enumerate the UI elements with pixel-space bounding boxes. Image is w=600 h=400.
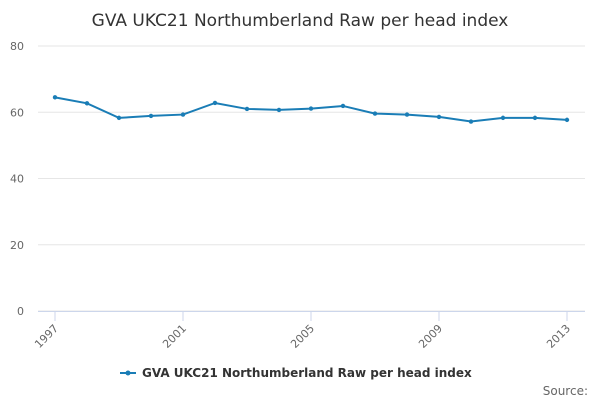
point <box>532 115 538 121</box>
point <box>244 106 250 112</box>
point <box>84 101 90 106</box>
point <box>500 115 506 121</box>
point <box>404 112 410 117</box>
source: Source: <box>543 384 588 398</box>
x-tick-label: 1997 <box>32 322 61 351</box>
point <box>372 111 378 116</box>
x-tick-label: 2013 <box>544 322 573 351</box>
point <box>212 100 218 106</box>
point <box>340 103 346 109</box>
point <box>564 117 570 123</box>
x-tick-label: 2001 <box>160 322 189 351</box>
point <box>276 107 282 113</box>
y-tick-label: 60 <box>10 106 24 119</box>
point <box>308 106 314 111</box>
point <box>116 115 122 121</box>
y-tick-label: 80 <box>10 40 24 53</box>
legend-label: GVA UKC21 Northumberland Raw per head in… <box>142 366 472 380</box>
point <box>436 114 442 120</box>
x-tick-label: 2005 <box>288 322 317 351</box>
x-tick-label: 2009 <box>416 322 445 351</box>
chart-title: GVA UKC21 Northumberland Raw per head in… <box>92 11 509 31</box>
y-tick-label: 0 <box>17 305 24 318</box>
y-tick-label: 40 <box>10 173 24 186</box>
legend-marker <box>125 370 131 376</box>
point <box>148 113 154 119</box>
point <box>468 119 474 124</box>
y-tick-label: 20 <box>10 239 24 252</box>
point <box>52 95 58 100</box>
point <box>180 112 186 117</box>
